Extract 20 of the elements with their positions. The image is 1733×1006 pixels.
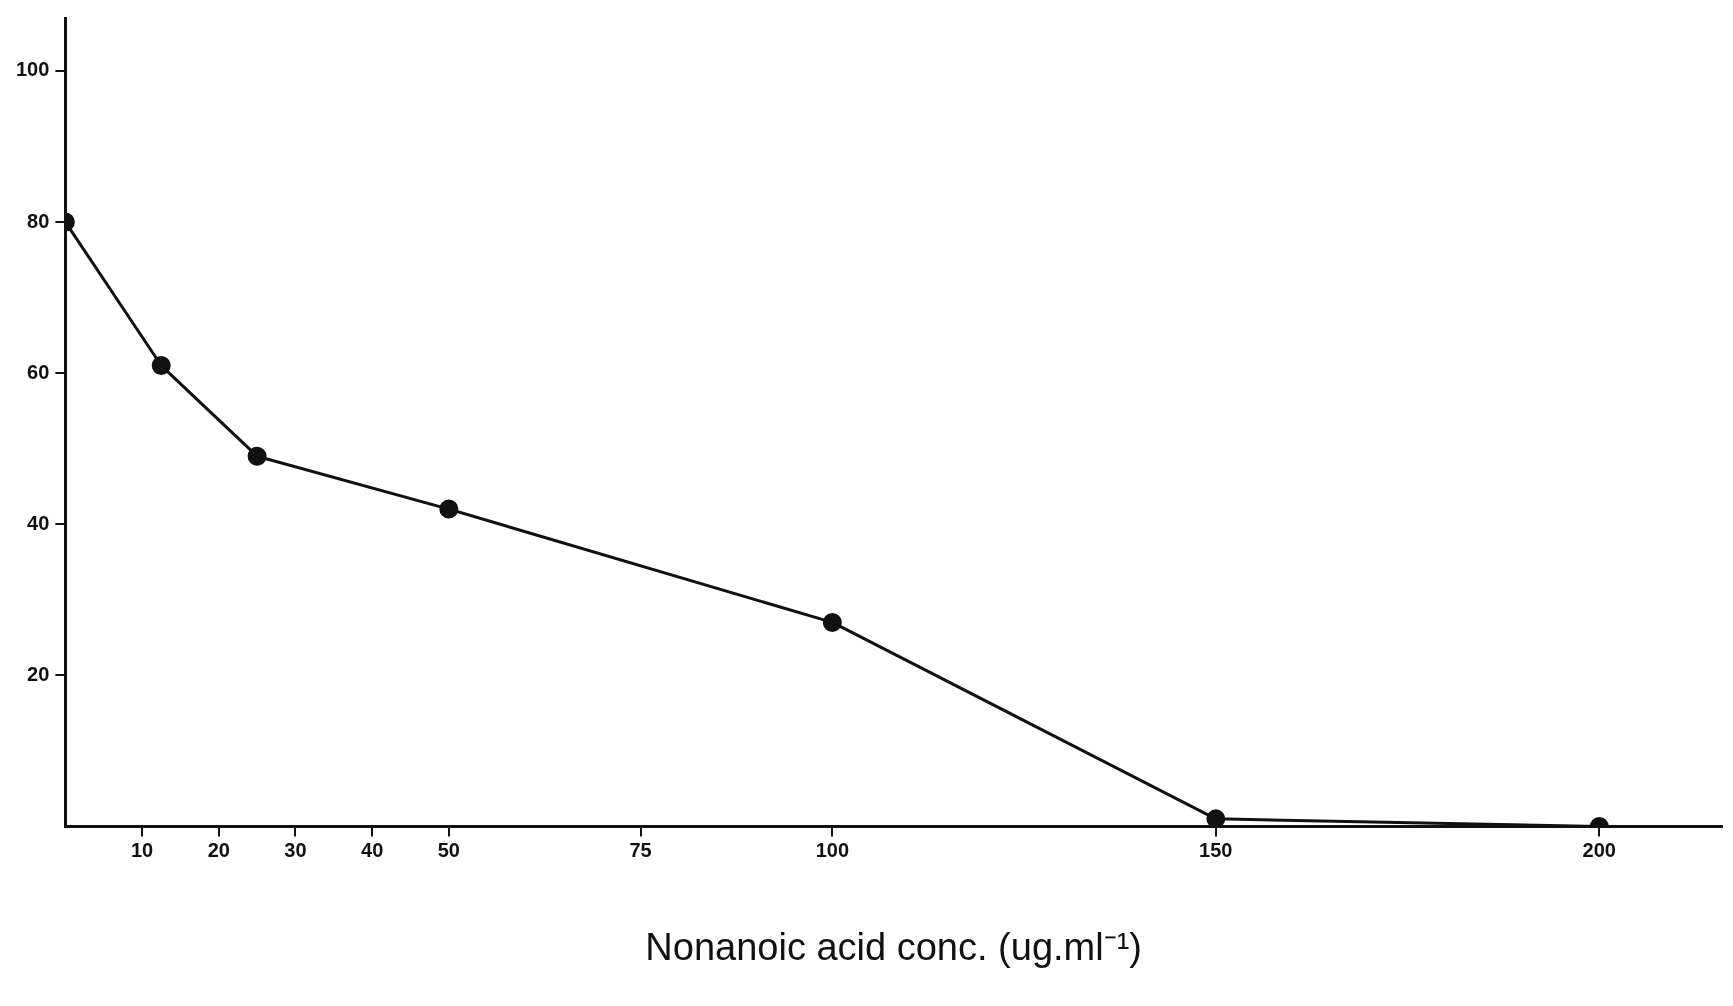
x-tick-label: 200 xyxy=(1582,838,1616,861)
y-tick-label: 20 xyxy=(27,662,50,685)
point xyxy=(439,499,459,519)
x-axis-title: Nonanoic acid conc. (ug.ml⁻¹) xyxy=(645,925,1143,968)
x-tick-label: 150 xyxy=(1199,838,1233,861)
x-tick-label: 30 xyxy=(284,838,307,861)
y-tick-label: 100 xyxy=(15,58,50,81)
point xyxy=(247,446,267,466)
x-tick-label: 50 xyxy=(437,838,460,861)
point xyxy=(822,612,842,632)
x-tick-label: 10 xyxy=(130,838,154,861)
y-tick-label: 60 xyxy=(27,360,50,383)
x-tick-label: 100 xyxy=(815,838,850,861)
x-tick-label: 75 xyxy=(629,838,652,861)
x-tick-label: 20 xyxy=(207,838,230,861)
y-tick-label: 40 xyxy=(27,511,50,534)
point xyxy=(151,356,171,376)
y-tick-label: 80 xyxy=(27,209,50,232)
x-tick-label: 40 xyxy=(361,838,384,861)
point xyxy=(1206,809,1226,827)
